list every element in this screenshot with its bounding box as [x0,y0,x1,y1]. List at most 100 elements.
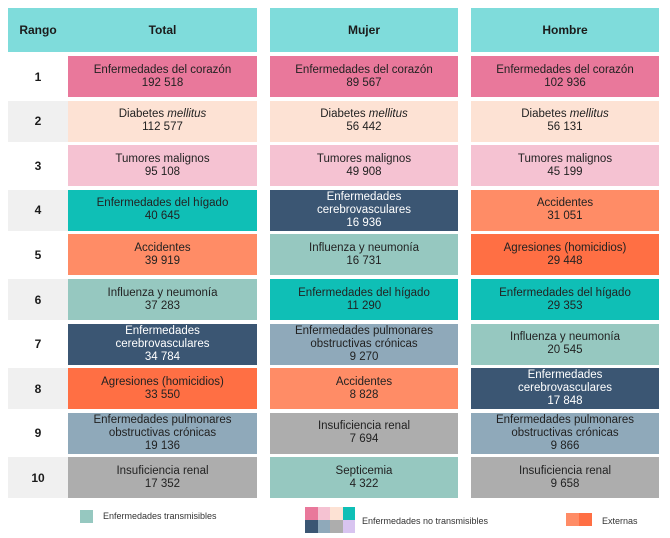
death-count: 89 567 [346,76,382,89]
cause-name: Enfermedades del hígado [96,197,229,210]
death-count: 192 518 [141,76,184,89]
death-count: 8 828 [349,388,379,401]
total-cause-cell: Enfermedades del hígado 40 645 [68,189,257,231]
mujer-header: Mujer [270,8,458,52]
mujer-body: Enfermedades del corazón 89 567 Diabetes m… [270,52,458,499]
legend-swatch-transmisibles [80,510,93,523]
hombre-cause-cell: Enfermedades del hígado 29 353 [471,279,659,320]
cause-name: Enfermedades [326,190,402,203]
mujer-cause-cell: Enfermedades cerebrovasculares 16 936 [270,189,458,231]
rank-cell: 9 [8,412,68,454]
mujer-column: Mujer Enfermedades del corazón 89 567 Diab… [270,8,458,499]
legend-label-externas: Externas [602,516,638,526]
legend-color-square [305,520,318,533]
death-count: 20 545 [547,344,583,357]
cause-name-line2: cerebrovasculares [115,337,210,350]
rank-cell: 6 [8,279,68,320]
rank-cell: 3 [8,145,68,187]
hombre-cause-cell: Agresiones (homicidios) 29 448 [471,234,659,276]
mujer-cause-cell: Insuficiencia renal 7 694 [270,412,458,454]
total-cause-cell: Enfermedades cerebrovasculares 34 784 [68,323,257,365]
legend-label-transmisibles: Enfermedades transmisibles [103,511,217,521]
death-count: 16 936 [346,216,382,229]
cause-name: Enfermedades del corazón [93,63,232,76]
cause-name: Influenza y neumonía [107,286,218,299]
cause-name: Agresiones (homicidios) [101,375,224,388]
mujer-cause-cell: Enfermedades pulmonares obstructivas crón… [270,323,458,365]
cause-name: Diabetes mellitus [118,108,207,121]
cause-name-line2: obstructivas crónicas [511,426,619,439]
total-cause-cell: Tumores malignos 95 108 [68,145,257,187]
death-count: 33 550 [144,388,181,401]
mujer-cause-cell: Tumores malignos 49 908 [270,145,458,187]
mujer-cause-cell: Enfermedades del corazón 89 567 [270,56,458,97]
death-count: 45 199 [547,165,583,178]
rank-header: Rango [8,8,68,52]
total-cause-cell: Diabetes mellitus 112 577 [68,100,257,142]
rank-body: 1 2 3 4 5 6 7 8 9 10 [8,52,68,499]
rank-cell: 10 [8,457,68,499]
mujer-cause-cell: Influenza y neumonía 16 731 [270,234,458,276]
death-count: 9 270 [349,350,379,363]
cause-name-line2: obstructivas crónicas [108,426,217,439]
hombre-body: Enfermedades del corazón 102 936 Diabetes … [471,52,659,499]
rank-cell: 2 [8,100,68,142]
mujer-cause-cell: Enfermedades del hígado 11 290 [270,279,458,320]
cause-name: Tumores malignos [316,152,412,165]
hombre-cause-cell: Insuficiencia renal 9 658 [471,457,659,499]
death-count: 40 645 [144,210,181,223]
legend-color-square [342,507,355,520]
legend-swatch-externas [566,513,592,526]
cause-name: Insuficiencia renal [116,464,209,477]
total-cause-cell: Enfermedades pulmonares obstructivas crón… [68,412,257,454]
cause-name: Septicemia [335,464,393,477]
cause-name: Tumores malignos [517,152,613,165]
hombre-cause-cell: Diabetes mellitus 56 131 [471,100,659,142]
rank-column: Rango 1 2 3 4 5 6 7 8 9 10 [8,8,68,499]
cause-name: Accidentes [536,197,594,210]
death-count: 31 051 [547,210,583,223]
total-header: Total [68,8,257,52]
cause-name: Accidentes [335,375,393,388]
total-cause-cell: Insuficiencia renal 17 352 [68,457,257,499]
death-count: 9 658 [550,477,580,490]
death-count: 19 136 [144,439,181,452]
death-count: 39 919 [144,254,181,267]
mujer-cause-cell: Septicemia 4 322 [270,457,458,499]
cause-name: Diabetes mellitus [320,108,408,121]
hombre-cause-cell: Enfermedades pulmonares obstructivas crón… [471,412,659,454]
total-cause-cell: Enfermedades del corazón 192 518 [68,56,257,97]
total-cause-cell: Agresiones (homicidios) 33 550 [68,368,257,410]
cause-name: Influenza y neumonía [510,331,620,344]
cause-name-line2: cerebrovasculares [518,382,612,395]
death-count: 34 784 [144,350,181,363]
cause-name: Tumores malignos [115,152,210,165]
rank-cell: 8 [8,368,68,410]
death-count: 102 936 [544,76,586,89]
legend-color-square [566,513,579,526]
death-count: 56 131 [547,121,583,134]
hombre-column: Hombre Enfermedades del corazón 102 936 Di… [471,8,659,499]
hombre-cause-cell: Influenza y neumonía 20 545 [471,323,659,365]
death-count: 7 694 [349,433,379,446]
legend-color-square [317,520,330,533]
cause-name: Enfermedades pulmonares [294,324,434,337]
hombre-cause-cell: Enfermedades cerebrovasculares 17 848 [471,368,659,410]
cause-name: Insuficiencia renal [317,420,411,433]
cause-name: Enfermedades [527,369,603,382]
cause-name: Influenza y neumonía [309,241,419,254]
cause-name-line2: obstructivas crónicas [310,337,418,350]
mujer-cause-cell: Diabetes mellitus 56 442 [270,100,458,142]
cause-name: Enfermedades del corazón [496,63,634,76]
mujer-cause-cell: Accidentes 8 828 [270,368,458,410]
legend-label-no-transmisibles: Enfermedades no transmisibles [362,516,489,526]
cause-name-line2: cerebrovasculares [317,203,411,216]
death-count: 29 353 [547,299,583,312]
death-count: 17 352 [144,477,181,490]
cause-name: Enfermedades del hígado [499,286,631,299]
death-count: 11 290 [346,299,382,312]
total-body: Enfermedades del corazón 192 518 Diabetes … [68,52,257,499]
legend-color-square [342,520,355,533]
legend-color-square [317,507,330,520]
cause-name: Agresiones (homicidios) [503,241,627,254]
